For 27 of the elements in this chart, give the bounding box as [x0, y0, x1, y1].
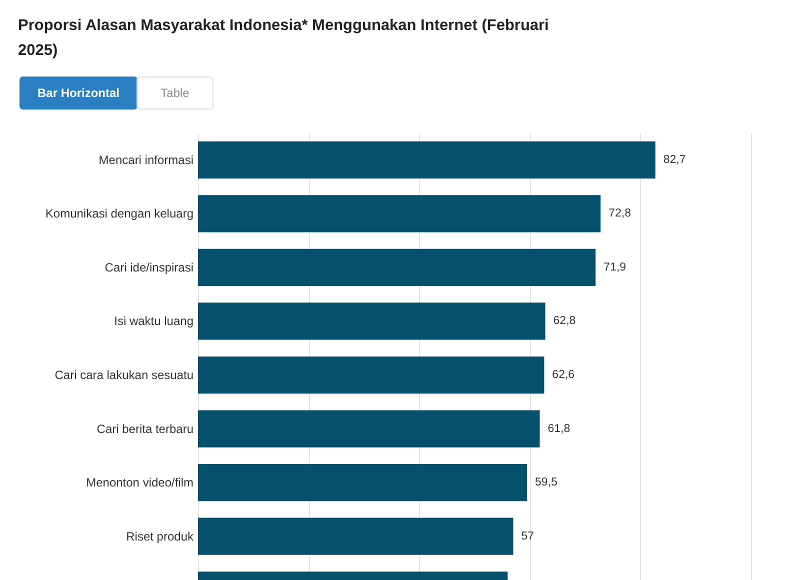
data-label: 59,5 [535, 476, 558, 489]
bar [198, 248, 596, 286]
bar [198, 302, 546, 340]
bar [198, 464, 528, 502]
bar [198, 141, 656, 178]
y-tick-label: Menonton video/film [86, 476, 194, 490]
data-label: 72,8 [608, 208, 631, 220]
y-tick-label: Cari berita terbaru [96, 422, 194, 436]
bar [198, 410, 540, 448]
bar [198, 195, 601, 232]
bar [198, 356, 544, 394]
y-tick-label: Cari ide/inspirasi [104, 260, 194, 274]
y-tick-label: Mencari informasi [98, 152, 194, 167]
y-tick-label: Riset produk [126, 529, 194, 544]
text: Table [160, 86, 190, 100]
data-label: 62,6 [552, 369, 575, 382]
data-label: 61,8 [548, 422, 570, 435]
data-label: 82,7 [663, 154, 686, 166]
y-tick-label: Isi waktu luang [114, 314, 194, 328]
y-tick-label: Cari cara lakukan sesuatu [54, 368, 194, 382]
bar [198, 518, 514, 555]
data-label: 71,9 [604, 261, 626, 274]
text: Bar Horizontal [37, 86, 120, 100]
chart-title: Proporsi Alasan Masyarakat Indonesia* Menggunakan Internet (Februari 2025) [18, 17, 549, 59]
y-tick-label: Komunikasi dengan keluarg [45, 206, 194, 221]
data-label: 57 [521, 530, 534, 542]
data-label: 62,8 [553, 315, 576, 328]
